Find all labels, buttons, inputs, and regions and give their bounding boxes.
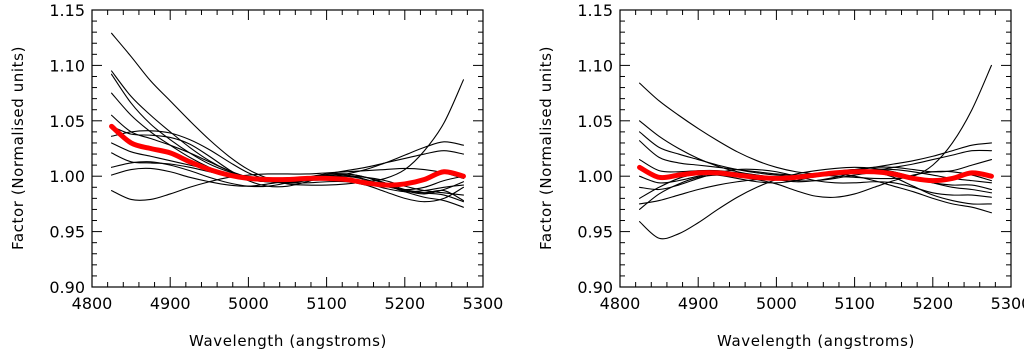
y-axis-label: Factor (Normalised units) xyxy=(537,46,555,250)
series-line-2 xyxy=(639,120,992,179)
series-line-10 xyxy=(111,161,464,191)
x-tick-label: 4800 xyxy=(600,294,641,313)
x-tick-label: 5000 xyxy=(228,294,269,313)
chart-panel-left: 4800 4900 5000 5100 5200 5300 0.90 0.95 1.00 1.05… xyxy=(9,1,504,350)
line-chart-left: 4800 4900 5000 5100 5200 5300 0.90 0.95 1.00 1.05… xyxy=(9,1,504,350)
x-tick-label: 5000 xyxy=(756,294,797,313)
x-tick-label: 5200 xyxy=(384,294,425,313)
y-tick-label: 0.90 xyxy=(577,278,613,297)
mean-series-line xyxy=(637,164,994,184)
y-axis-label: Factor (Normalised units) xyxy=(9,46,27,250)
y-tick-label: 1.15 xyxy=(577,1,613,20)
series-line-10 xyxy=(639,170,992,210)
y-tick-label: 1.15 xyxy=(49,1,85,20)
y-tick-label: 0.95 xyxy=(49,223,85,242)
x-tick-label: 5300 xyxy=(463,294,504,313)
y-tick-label: 1.05 xyxy=(49,112,85,131)
x-axis-label: Wavelength (angstroms) xyxy=(717,332,915,350)
y-tick-label: 1.00 xyxy=(49,167,85,186)
plot-frame xyxy=(619,9,1012,288)
x-tick-label: 5300 xyxy=(991,294,1024,313)
plot-frame xyxy=(91,9,484,288)
line-chart-right: 4800 4900 5000 5100 5200 5300 0.90 0.95 1.00 1.05… xyxy=(537,1,1024,350)
y-tick-label: 0.90 xyxy=(49,278,85,297)
series-line-12 xyxy=(111,167,464,201)
y-tick-label: 1.10 xyxy=(49,56,85,75)
x-tick-label: 4900 xyxy=(678,294,719,313)
y-tick-label: 0.95 xyxy=(577,223,613,242)
x-tick-label: 5100 xyxy=(834,294,875,313)
series-line-6 xyxy=(111,125,464,195)
x-tick-label: 5200 xyxy=(912,294,953,313)
mean-series-line xyxy=(109,123,466,188)
series-line-7 xyxy=(639,168,992,198)
y-tick-label: 1.00 xyxy=(577,167,613,186)
x-axis-label: Wavelength (angstroms) xyxy=(189,332,387,350)
x-tick-label: 4800 xyxy=(72,294,113,313)
chart-panel-right: 4800 4900 5000 5100 5200 5300 0.90 0.95 1.00 1.05… xyxy=(530,0,1024,355)
x-tick-label: 4900 xyxy=(150,294,191,313)
series-line-1 xyxy=(639,64,992,180)
x-tick-label: 5100 xyxy=(306,294,347,313)
y-tick-label: 1.05 xyxy=(577,112,613,131)
series-line-2 xyxy=(111,70,464,184)
series-line-1 xyxy=(111,32,464,186)
y-tick-label: 1.10 xyxy=(577,56,613,75)
